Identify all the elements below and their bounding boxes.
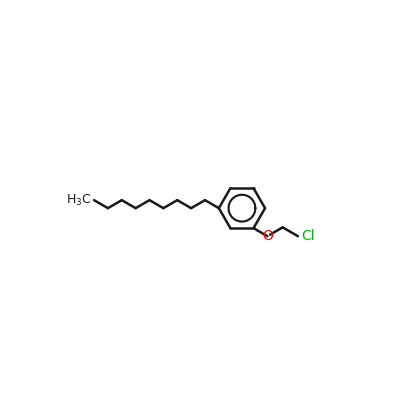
Text: Cl: Cl: [302, 228, 315, 242]
Text: O: O: [262, 229, 273, 243]
Text: H$_3$C: H$_3$C: [66, 193, 92, 208]
